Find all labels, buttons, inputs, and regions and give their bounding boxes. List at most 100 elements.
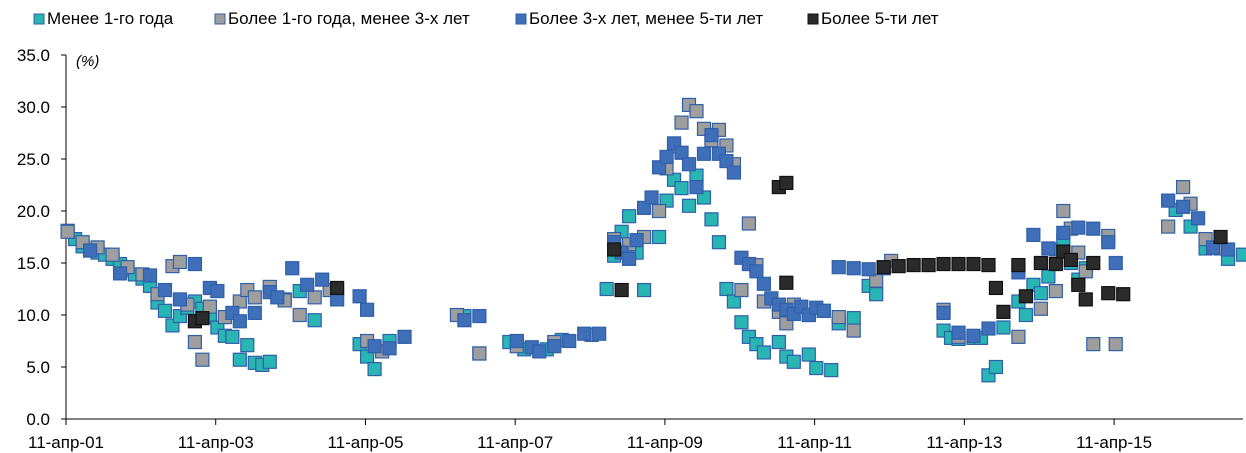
x-tick-label: 11-апр-09 [627, 433, 703, 452]
legend-swatch [33, 13, 45, 25]
data-point [105, 247, 120, 262]
data-point [359, 302, 375, 317]
y-tick-label: 20.0 [17, 202, 50, 221]
data-point [292, 307, 307, 323]
data-point [816, 303, 831, 318]
data-point [674, 115, 689, 130]
data-point [809, 360, 824, 376]
data-point [202, 299, 217, 314]
y-unit-label: (%) [76, 53, 99, 70]
data-point [614, 282, 629, 298]
series-2 [83, 127, 1236, 359]
data-point [636, 282, 652, 298]
data-point [824, 363, 839, 378]
data-point [689, 104, 704, 119]
legend-label: Более 3-х лет, менее 5-ти лет [529, 9, 763, 28]
data-point [330, 280, 345, 296]
data-point [996, 320, 1011, 335]
data-point [1108, 337, 1123, 352]
data-point [1161, 219, 1176, 234]
y-tick-label: 15.0 [17, 254, 50, 273]
data-point [846, 323, 861, 338]
data-point [711, 235, 727, 250]
data-point [157, 303, 173, 318]
data-point [509, 333, 524, 349]
data-point [472, 308, 487, 324]
data-point [1161, 193, 1176, 208]
data-point [1071, 277, 1086, 292]
data-point [1033, 286, 1048, 301]
data-point [195, 352, 210, 367]
data-point [689, 179, 704, 195]
data-point [352, 289, 367, 304]
data-point [651, 203, 667, 219]
data-point [771, 334, 786, 350]
data-point [307, 313, 322, 328]
data-point [300, 277, 315, 292]
data-points [60, 97, 1246, 383]
data-point [1048, 256, 1063, 272]
data-point [659, 193, 674, 208]
data-point [247, 305, 262, 321]
data-point [232, 352, 247, 367]
data-point [651, 160, 667, 175]
data-point [674, 181, 689, 196]
chart-legend: Менее 1-го года Более 1-го года, менее 3-… [33, 9, 939, 28]
data-point [891, 259, 906, 274]
data-point [1101, 286, 1116, 301]
data-point [1011, 257, 1026, 273]
data-point [674, 145, 689, 160]
data-point [1190, 211, 1206, 226]
data-point [756, 276, 771, 291]
y-tick-label: 5.0 [26, 358, 50, 377]
data-point [988, 359, 1004, 375]
data-point [726, 165, 742, 180]
data-point [659, 149, 674, 165]
data-point [936, 256, 951, 272]
data-point [367, 339, 382, 354]
data-point [651, 229, 667, 245]
legend-label: Менее 1-го года [47, 9, 174, 28]
data-point [1041, 269, 1056, 284]
x-tick-label: 11-апр-13 [926, 433, 1002, 452]
data-point [315, 272, 330, 287]
x-tick-label: 11-апр-05 [327, 433, 403, 452]
data-point [988, 280, 1004, 296]
data-point [1026, 227, 1041, 243]
y-tick-label: 0.0 [26, 410, 50, 429]
data-point [1041, 241, 1056, 256]
legend-label: Более 1-го года, менее 3-х лет [228, 9, 470, 28]
data-point [607, 242, 622, 257]
data-point [869, 273, 884, 288]
data-point [786, 354, 801, 369]
data-point [756, 345, 771, 360]
data-point [951, 325, 966, 340]
data-point [142, 268, 158, 283]
data-point [966, 328, 981, 343]
data-point [187, 256, 203, 272]
data-point [734, 282, 749, 298]
data-point [547, 339, 562, 354]
data-point [1116, 287, 1131, 302]
data-point [936, 305, 951, 321]
data-point [1086, 221, 1101, 236]
data-point [195, 311, 210, 326]
data-point [876, 260, 891, 275]
data-point [996, 304, 1011, 319]
data-point [1176, 199, 1191, 214]
data-point [577, 326, 592, 341]
x-tick-label: 11-апр-03 [178, 433, 254, 452]
data-point [779, 175, 794, 191]
data-point [592, 326, 607, 341]
data-point [262, 354, 277, 369]
data-point [1033, 301, 1048, 316]
data-point [1033, 255, 1048, 271]
data-point [1018, 289, 1033, 304]
data-point [629, 233, 644, 248]
data-point [1078, 292, 1093, 307]
legend-swatch [807, 13, 819, 25]
data-point [921, 257, 936, 273]
data-point [1101, 235, 1116, 250]
data-point [779, 275, 794, 290]
legend-label: Более 5-ти лет [821, 9, 939, 28]
